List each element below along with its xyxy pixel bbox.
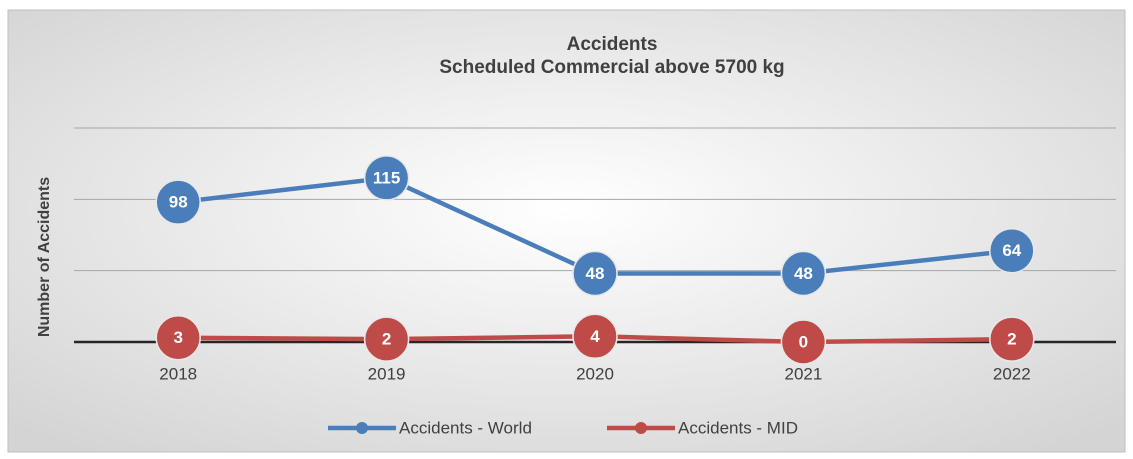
y-axis-label: Number of Accidents: [36, 177, 53, 337]
data-point: [155, 314, 201, 361]
data-point: [780, 319, 827, 365]
data-label: 98: [169, 193, 188, 212]
x-tick-label: 2022: [993, 364, 1031, 383]
data-label: 4: [590, 327, 600, 346]
chart-subtitle: Scheduled Commercial above 5700 kg: [439, 57, 784, 78]
chart-title: Accidents: [567, 34, 658, 55]
data-point: [989, 316, 1035, 362]
legend-marker: [356, 422, 368, 434]
data-label: 2: [1007, 330, 1016, 349]
data-label: 48: [586, 264, 605, 283]
data-label: 48: [794, 264, 813, 283]
x-tick-label: 2020: [576, 364, 614, 383]
data-label: 115: [373, 168, 400, 187]
legend-label: Accidents - MID: [678, 418, 798, 437]
data-label: 2: [382, 330, 391, 349]
x-tick-label: 2021: [784, 364, 822, 383]
data-point: [572, 250, 618, 297]
data-point: [363, 155, 410, 201]
data-point: [572, 313, 618, 360]
legend-marker: [635, 422, 647, 434]
data-point: [989, 227, 1035, 274]
data-point: [363, 316, 410, 362]
x-tick-label: 2018: [159, 364, 197, 383]
data-point: [155, 179, 201, 225]
x-tick-label: 2019: [368, 364, 406, 383]
data-label: 64: [1002, 241, 1021, 260]
data-label: 0: [799, 332, 808, 351]
legend-label: Accidents - World: [399, 418, 532, 437]
chart-background: [7, 9, 1126, 453]
data-label: 3: [173, 328, 182, 347]
data-point: [780, 250, 827, 297]
